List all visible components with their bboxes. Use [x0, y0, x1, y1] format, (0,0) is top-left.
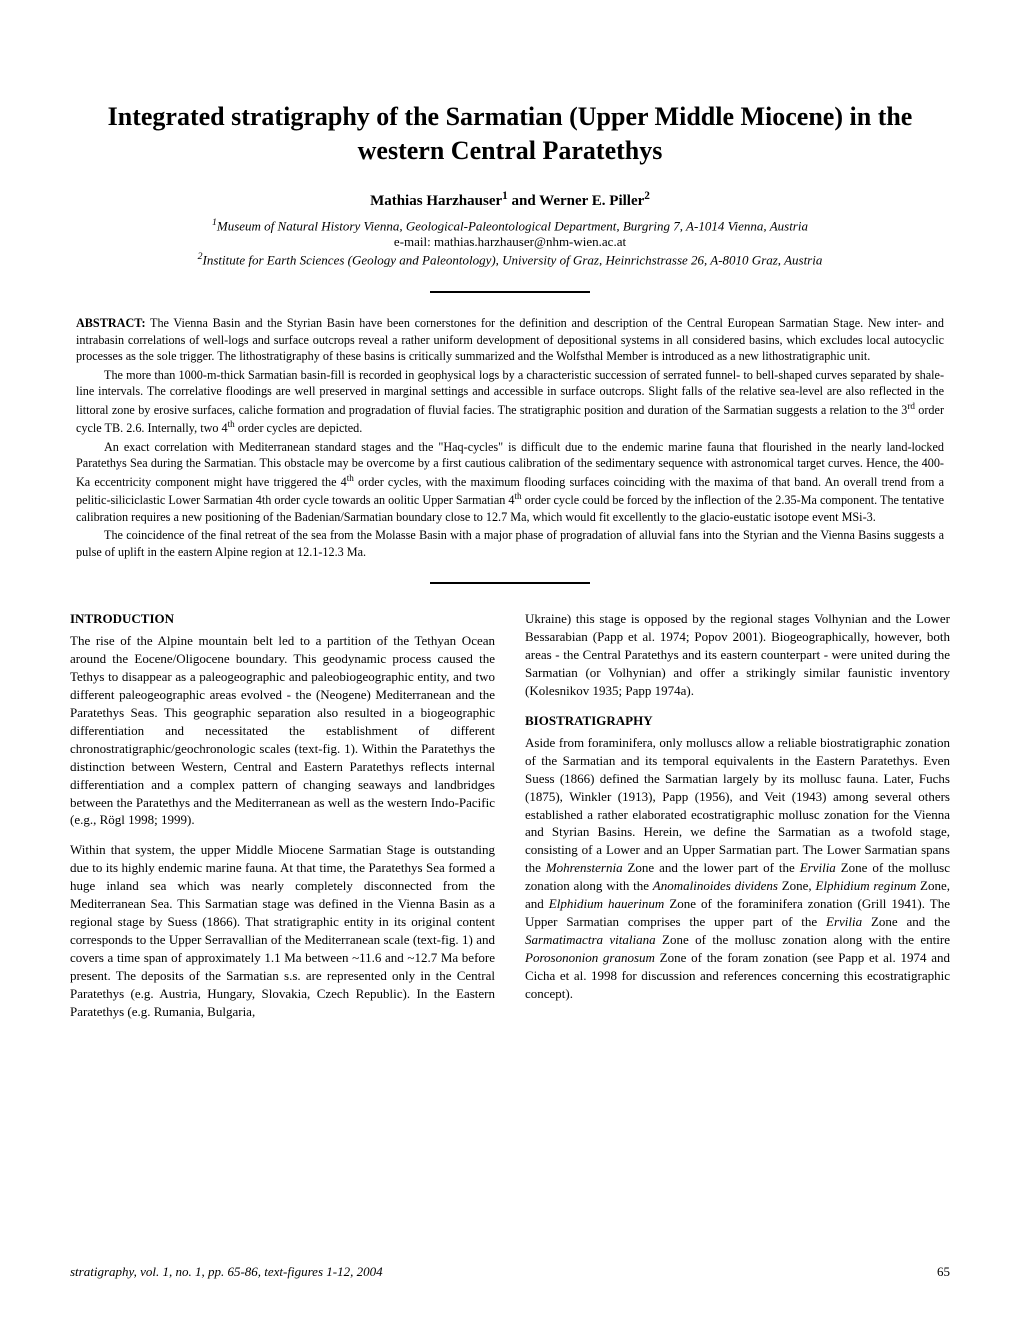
abstract-p1: ABSTRACT: The Vienna Basin and the Styri…	[76, 315, 944, 364]
authors: Mathias Harzhauser1 and Werner E. Piller…	[70, 190, 950, 210]
abstract-p4: The coincidence of the final retreat of …	[76, 527, 944, 560]
abstract-block: ABSTRACT: The Vienna Basin and the Styri…	[76, 315, 944, 560]
abstract-p1-text: The Vienna Basin and the Styrian Basin h…	[76, 316, 944, 363]
biostrat-p1: Aside from foraminifera, only molluscs a…	[525, 734, 950, 1003]
page-footer: stratigraphy, vol. 1, no. 1, pp. 65-86, …	[70, 1264, 950, 1280]
left-column: INTRODUCTION The rise of the Alpine moun…	[70, 610, 495, 1033]
section-heading-biostratigraphy: BIOSTRATIGRAPHY	[525, 712, 950, 730]
intro-p1: The rise of the Alpine mountain belt led…	[70, 632, 495, 829]
horizontal-rule	[430, 582, 590, 584]
paper-title: Integrated stratigraphy of the Sarmatian…	[70, 100, 950, 168]
section-heading-introduction: INTRODUCTION	[70, 610, 495, 628]
abstract-p2: The more than 1000-m-thick Sarmatian bas…	[76, 367, 944, 437]
horizontal-rule	[430, 291, 590, 293]
page-number: 65	[937, 1264, 950, 1280]
footer-citation: stratigraphy, vol. 1, no. 1, pp. 65-86, …	[70, 1264, 383, 1280]
intro-continuation: Ukraine) this stage is opposed by the re…	[525, 610, 950, 700]
body-columns: INTRODUCTION The rise of the Alpine moun…	[70, 610, 950, 1033]
right-column: Ukraine) this stage is opposed by the re…	[525, 610, 950, 1033]
intro-p2: Within that system, the upper Middle Mio…	[70, 841, 495, 1020]
affiliation-2: 2Institute for Earth Sciences (Geology a…	[70, 250, 950, 269]
affiliation-1: 1Museum of Natural History Vienna, Geolo…	[70, 216, 950, 235]
abstract-p3: An exact correlation with Mediterranean …	[76, 439, 944, 525]
email: e-mail: mathias.harzhauser@nhm-wien.ac.a…	[70, 234, 950, 250]
abstract-label: ABSTRACT:	[76, 316, 146, 330]
